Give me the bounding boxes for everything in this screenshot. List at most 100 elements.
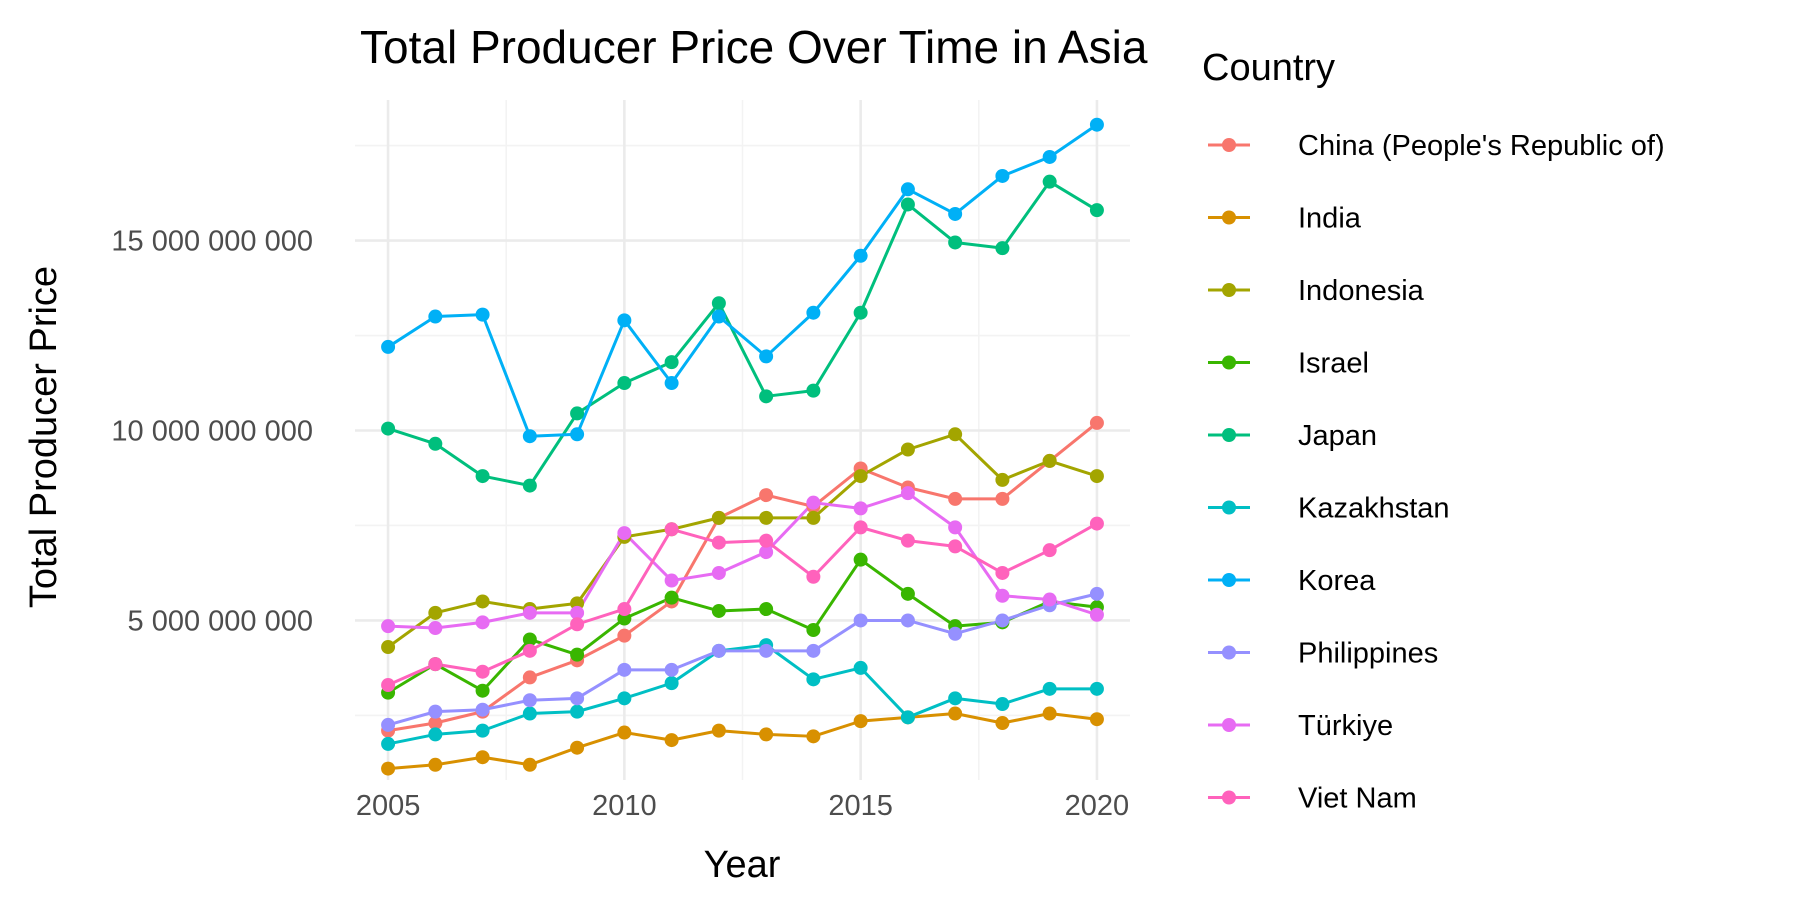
data-point (475, 664, 490, 679)
data-point (1089, 607, 1104, 622)
data-point (570, 740, 585, 755)
data-point (711, 296, 726, 311)
series-line (387, 432, 1098, 649)
series-lines (387, 123, 1098, 771)
legend-key-point (1222, 718, 1236, 732)
series-line (387, 421, 1098, 733)
legend-label: Türkiye (1298, 710, 1393, 742)
data-point (948, 235, 963, 250)
data-point (522, 706, 537, 721)
data-point (711, 643, 726, 658)
data-point (428, 657, 443, 672)
data-point (806, 643, 821, 658)
data-point (475, 594, 490, 609)
data-point (1089, 469, 1104, 484)
data-point (711, 723, 726, 738)
data-point (711, 510, 726, 525)
data-point (711, 603, 726, 618)
data-point (711, 535, 726, 550)
data-point (711, 565, 726, 580)
legend-key-point (1222, 355, 1236, 370)
data-point (995, 472, 1010, 487)
x-axis-ticks: 2005 2010 2015 2020 (356, 790, 1129, 822)
data-point (617, 376, 632, 391)
data-point (664, 355, 679, 370)
data-point (853, 660, 868, 675)
data-point (381, 678, 396, 693)
data-point (759, 602, 774, 617)
series-line (387, 712, 1098, 771)
series-line (387, 522, 1098, 687)
data-point (617, 691, 632, 706)
x-tick-label: 2015 (828, 790, 893, 822)
data-point (995, 491, 1010, 506)
data-point (948, 626, 963, 641)
data-point (475, 683, 490, 698)
data-point (995, 241, 1010, 256)
series-line (387, 592, 1098, 727)
data-point (759, 488, 774, 503)
data-point (900, 182, 915, 197)
data-point (995, 168, 1010, 183)
legend-label: Viet Nam (1298, 783, 1417, 815)
data-point (570, 704, 585, 719)
data-point (428, 716, 443, 731)
data-point (475, 307, 490, 322)
series-line (387, 643, 1097, 746)
series-line (388, 491, 1098, 630)
legend-key-point (1222, 790, 1236, 805)
data-point (664, 733, 679, 748)
data-point (900, 486, 915, 501)
data-point (428, 309, 443, 324)
grid (355, 100, 1130, 780)
data-point (617, 725, 632, 740)
data-point (853, 501, 868, 516)
data-point (617, 662, 632, 677)
data-point (900, 710, 915, 725)
data-point (853, 552, 868, 567)
data-point (664, 573, 679, 588)
data-point (853, 520, 868, 535)
data-point (1042, 174, 1057, 189)
chart-title: Total Producer Price Over Time in Asia (360, 21, 1148, 73)
x-tick-label: 2010 (592, 790, 657, 822)
data-point (806, 569, 821, 584)
data-point (759, 349, 774, 364)
data-point (475, 723, 490, 738)
data-point (853, 714, 868, 729)
data-point (381, 339, 396, 354)
data-point (617, 628, 632, 643)
legend-label: China (People's Republic of) (1298, 130, 1665, 162)
data-point (900, 533, 915, 548)
data-point (1089, 415, 1104, 430)
data-point (1089, 681, 1104, 696)
data-point (711, 309, 726, 324)
data-point (759, 389, 774, 404)
legend-label: Korea (1298, 565, 1376, 597)
data-point (948, 206, 963, 221)
data-point (759, 727, 774, 742)
data-point (900, 613, 915, 628)
x-tick-label: 2020 (1065, 790, 1130, 822)
data-point (664, 662, 679, 677)
data-point (522, 693, 537, 708)
data-point (1042, 149, 1057, 164)
data-point (853, 248, 868, 263)
data-point (475, 750, 490, 765)
data-point (995, 565, 1010, 580)
legend-label: Israel (1298, 348, 1369, 380)
data-point (428, 704, 443, 719)
data-point (381, 717, 396, 732)
data-point (664, 676, 679, 691)
data-point (853, 305, 868, 320)
data-point (806, 305, 821, 320)
series-line (387, 558, 1098, 694)
data-point (475, 615, 490, 630)
series-line (387, 123, 1098, 438)
data-point (1089, 117, 1104, 132)
legend-label: Kazakhstan (1298, 493, 1450, 525)
data-point (570, 406, 585, 421)
data-point (522, 670, 537, 685)
legend-key-point (1222, 283, 1236, 297)
data-point (664, 590, 679, 605)
